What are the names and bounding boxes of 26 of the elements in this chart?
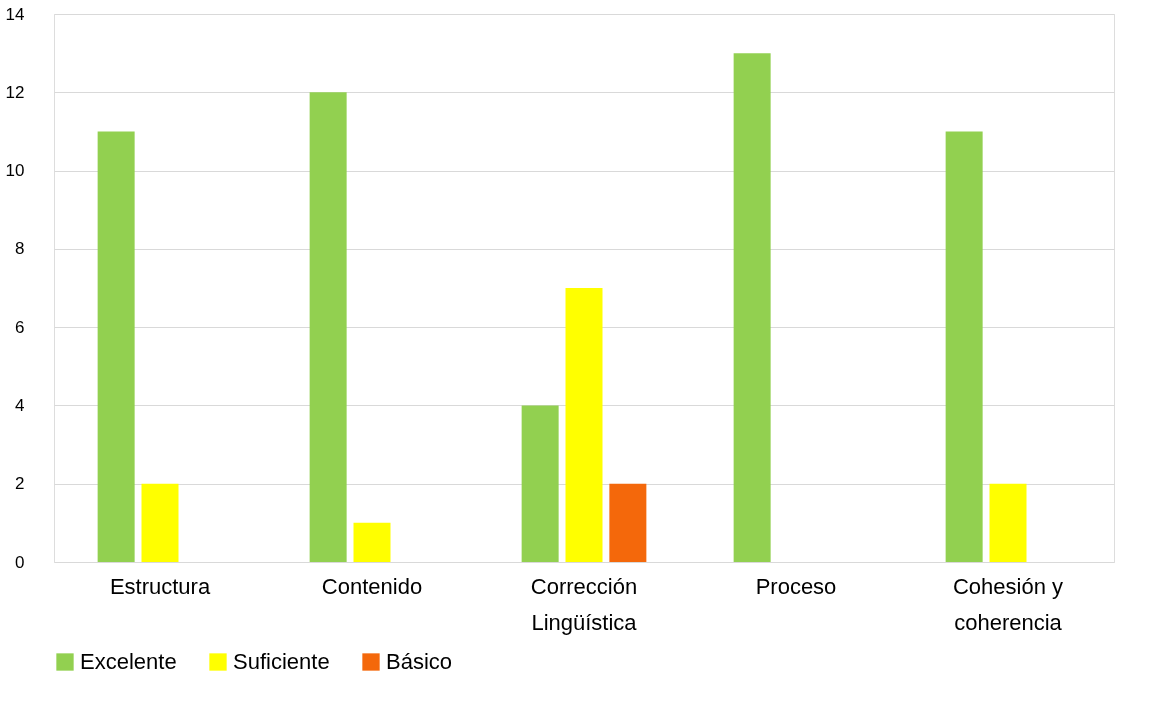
y-tick-label: 2 — [15, 474, 25, 494]
bar — [609, 483, 647, 562]
bar — [733, 53, 771, 562]
bar — [353, 522, 391, 562]
bar — [989, 483, 1027, 562]
bar — [97, 131, 135, 562]
y-tick-label: 4 — [15, 395, 25, 415]
bar — [141, 483, 179, 562]
y-tick-label: 10 — [5, 161, 25, 181]
y-tick-label: 0 — [15, 552, 25, 572]
y-tick-label: 6 — [15, 317, 25, 337]
y-tick-label: 8 — [15, 239, 25, 259]
x-tick-label: Cohesión y coherencia — [952, 573, 1064, 635]
legend-label: Básico — [386, 649, 453, 674]
legend-label: Suficiente — [233, 649, 330, 674]
bar — [565, 288, 603, 562]
x-tick-label: Contenido — [321, 573, 423, 599]
bar — [309, 92, 347, 562]
legend-label: Excelente — [80, 649, 177, 674]
x-tick-label: Corrección Lingüística — [530, 573, 638, 635]
y-tick-label: 14 — [5, 4, 25, 24]
bar — [521, 405, 559, 562]
x-tick-label: Estructura — [109, 573, 211, 599]
bar — [945, 131, 983, 562]
x-tick-label: Proceso — [755, 573, 837, 599]
y-tick-label: 12 — [5, 82, 25, 102]
